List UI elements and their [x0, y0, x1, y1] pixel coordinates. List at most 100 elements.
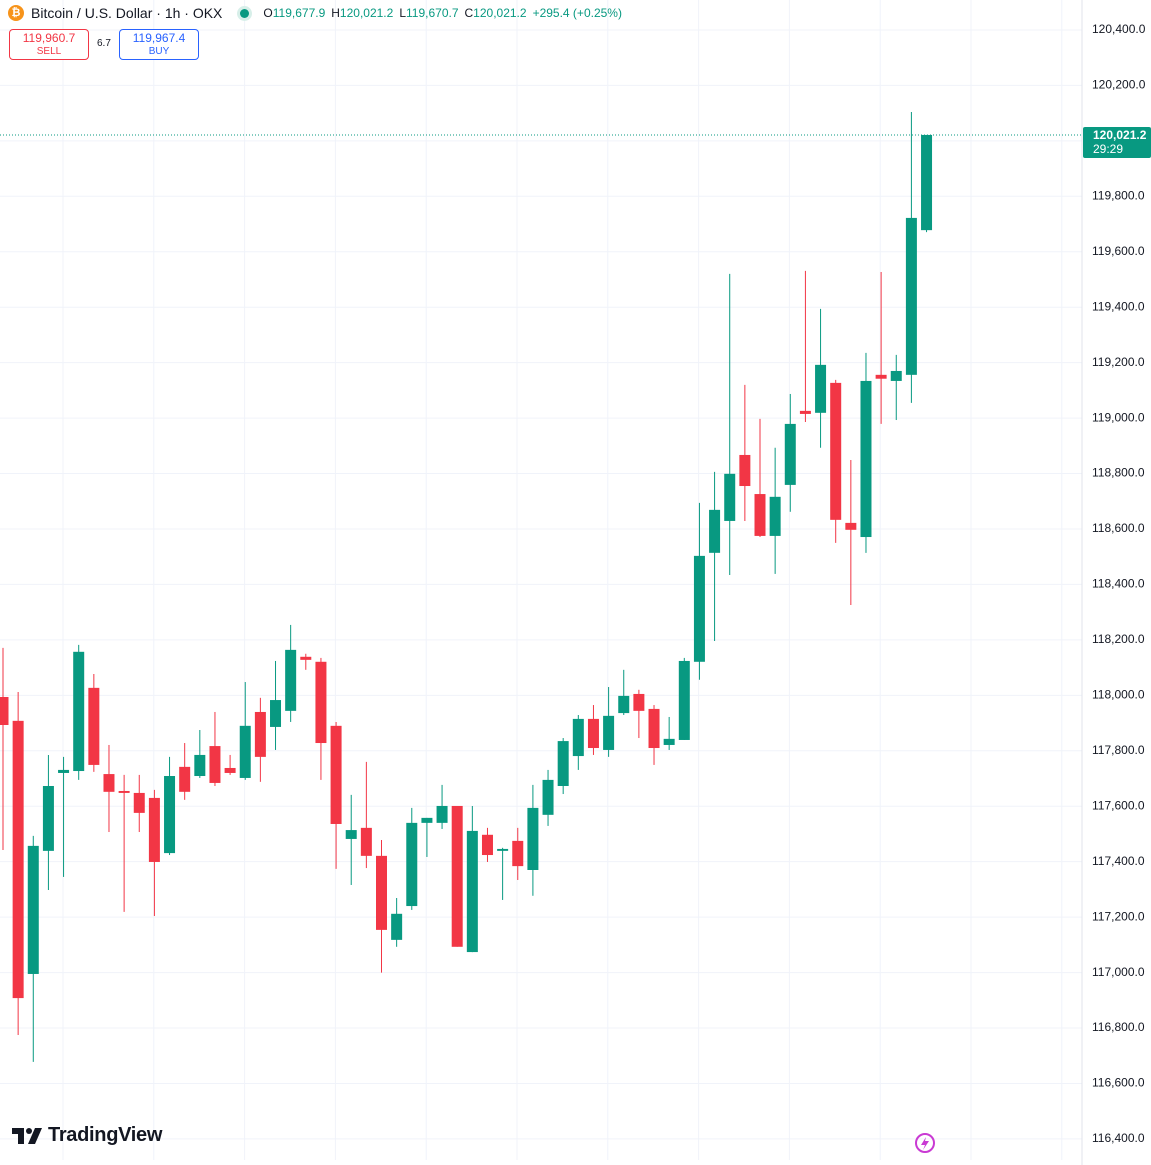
market-status: [240, 8, 250, 18]
candle-body: [542, 779, 554, 815]
candle-body: [254, 711, 266, 757]
candle-body: [209, 746, 221, 783]
candle-body: [330, 725, 342, 824]
y-tick-label: 120,200.0: [1092, 78, 1146, 92]
candle-body: [118, 790, 130, 793]
candles: [0, 112, 1082, 1062]
y-tick-label: 117,000.0: [1092, 965, 1145, 979]
y-tick-label: 119,400.0: [1092, 299, 1145, 313]
y-tick-label: 119,200.0: [1092, 355, 1145, 369]
candle-body: [148, 797, 160, 862]
candle-body: [391, 913, 403, 940]
candle-body: [860, 380, 872, 538]
candle-body: [557, 741, 569, 786]
candle-body: [103, 774, 115, 792]
assistant-icon-bolt: [921, 1137, 929, 1150]
candle-body: [890, 370, 902, 381]
candle-body: [42, 785, 54, 851]
candle-body: [845, 522, 857, 530]
ohlc-item: H120,021.2: [331, 6, 393, 20]
candle-body: [58, 769, 70, 773]
brand-mark: [12, 1127, 42, 1144]
y-tick-label: 119,800.0: [1092, 188, 1145, 202]
y-tick-label: 119,000.0: [1092, 410, 1145, 424]
time-grid: [62, 0, 1063, 1160]
ohlc-item: O119,677.9: [263, 6, 325, 20]
ohlc-value: 119,677.9: [272, 6, 326, 20]
candle-body: [875, 374, 887, 379]
candle-body: [618, 695, 630, 714]
ohlc-label: C: [464, 6, 474, 20]
y-tick-label: 116,400.0: [1092, 1131, 1145, 1145]
brand-logo[interactable]: TradingView: [12, 1124, 162, 1147]
candle-body: [663, 738, 675, 745]
candle-body: [799, 410, 811, 414]
candle-body: [724, 473, 736, 521]
candle-body: [179, 766, 191, 792]
symbol-header: ₿ Bitcoin / U.S. Dollar · 1h · OKX O119,…: [8, 3, 622, 23]
candle-body: [739, 454, 751, 487]
candle-body: [830, 382, 842, 520]
candle-body: [905, 217, 917, 375]
buy-button[interactable]: 119,967.4 BUY: [119, 29, 199, 60]
y-tick-label: 118,600.0: [1092, 521, 1145, 535]
candle-body: [754, 494, 766, 536]
candle-body: [481, 834, 493, 856]
y-tick-label: 118,000.0: [1092, 688, 1145, 702]
ohlc-legend: O119,677.9 H120,021.2 L119,670.7 C120,021.2…: [263, 6, 622, 20]
candle-body: [406, 822, 418, 907]
candle-body: [315, 661, 327, 744]
candle-body: [815, 364, 827, 413]
candle-body: [0, 696, 9, 725]
candle-body: [512, 840, 524, 867]
assistant-icon[interactable]: [915, 1133, 935, 1153]
candle-body: [27, 845, 39, 974]
candle-body: [270, 700, 282, 727]
ohlc-value: 120,021.2: [473, 6, 527, 20]
candle-body: [709, 509, 721, 553]
last-price-label: 120,021.2: [1093, 128, 1147, 142]
candle-body: [451, 805, 463, 947]
y-tick-label: 117,400.0: [1092, 854, 1145, 868]
ohlc-item: C120,021.2: [465, 6, 527, 20]
price-axis: 116,400.0 116,600.0 116,800.0 117,000.0 117,…: [1081, 0, 1151, 1165]
sell-button[interactable]: 119,960.7 SELL: [9, 29, 89, 60]
y-tick-label: 119,600.0: [1092, 244, 1145, 258]
candle-body: [497, 848, 509, 851]
candle-body: [376, 855, 387, 930]
candle-body: [603, 715, 615, 750]
ohlc-label: L: [399, 6, 406, 20]
ohlc-item: L119,670.7: [399, 6, 458, 20]
candle-body: [12, 720, 24, 999]
candle-body: [345, 830, 357, 839]
candle-body: [921, 134, 933, 231]
candle-body: [527, 807, 539, 870]
y-tick-label: 117,200.0: [1092, 909, 1145, 923]
y-tick-label: 116,600.0: [1092, 1076, 1145, 1090]
candle-body: [194, 754, 206, 777]
y-tick-label: 118,200.0: [1092, 632, 1145, 646]
countdown: 29:29: [1093, 142, 1123, 156]
buy-price: 119,967.4: [132, 30, 186, 45]
brand-name: TradingView: [48, 1124, 163, 1146]
candle-body: [784, 423, 796, 485]
candle-body: [633, 693, 645, 711]
y-tick-label: 120,400.0: [1092, 22, 1146, 36]
sell-price: 119,960.7: [22, 30, 76, 45]
y-tick-label: 117,800.0: [1092, 743, 1145, 757]
symbol-title[interactable]: Bitcoin / U.S. Dollar · 1h · OKX: [31, 5, 223, 21]
candle-body: [133, 792, 145, 813]
ohlc-label: H: [331, 6, 340, 20]
sell-label: SELL: [36, 45, 62, 57]
candle-body: [678, 660, 690, 740]
y-tick-label: 118,800.0: [1092, 466, 1145, 480]
candle-body: [572, 718, 584, 757]
y-tick-label: 117,600.0: [1092, 798, 1145, 812]
candle-body: [239, 725, 251, 778]
candle-body: [466, 830, 478, 953]
candle-body: [769, 496, 781, 536]
candle-body: [164, 776, 176, 854]
candle-body: [300, 656, 312, 660]
